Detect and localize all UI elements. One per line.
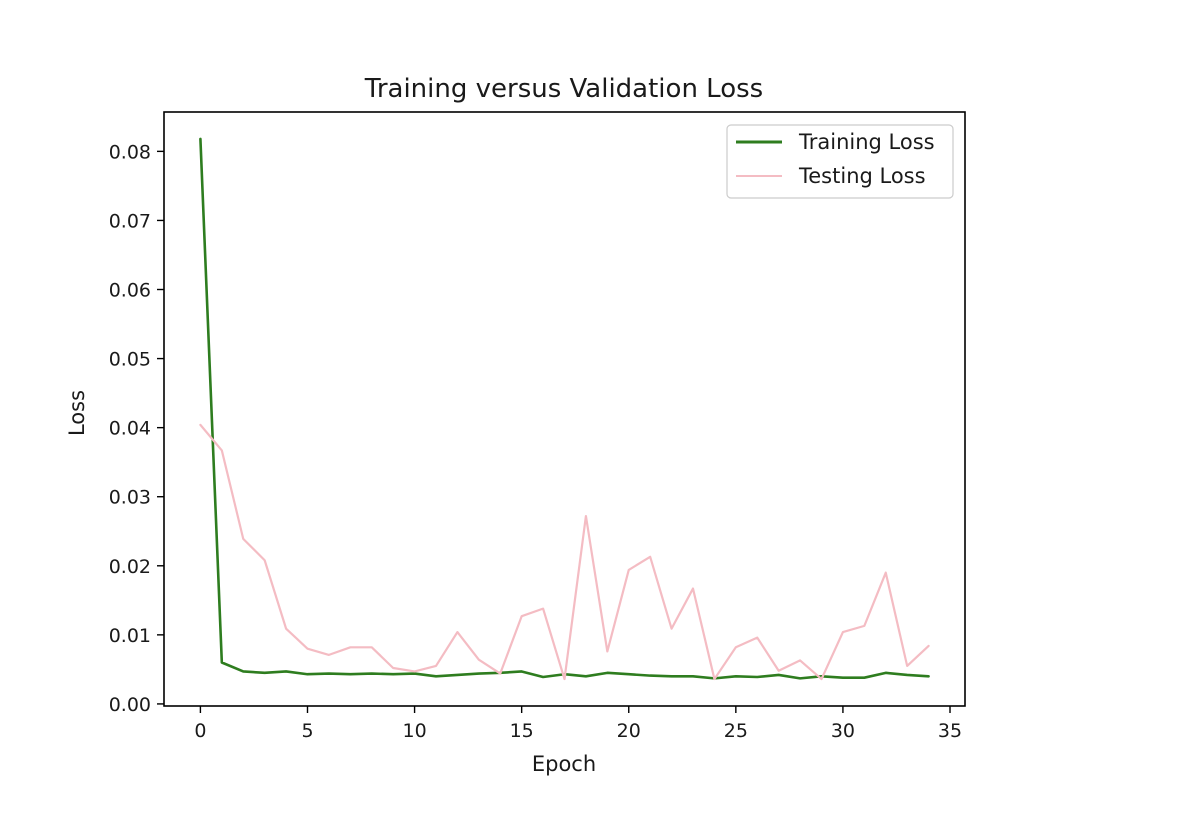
y-tick-label: 0.07 — [109, 210, 151, 232]
y-tick-label: 0.05 — [109, 349, 151, 371]
x-tick-label: 30 — [831, 720, 855, 742]
chart-title: Training versus Validation Loss — [364, 74, 763, 104]
y-tick-label: 0.04 — [109, 418, 151, 440]
legend-label-testing: Testing Loss — [798, 164, 926, 188]
y-tick-label: 0.01 — [109, 625, 151, 647]
y-tick-label: 0.02 — [109, 556, 151, 578]
x-axis-label: Epoch — [532, 752, 596, 776]
x-tick-label: 20 — [617, 720, 641, 742]
y-axis-label: Loss — [65, 390, 89, 436]
x-tick-label: 0 — [194, 720, 206, 742]
x-axis: 0 5 10 15 20 25 30 35 — [194, 706, 962, 742]
x-tick-label: 15 — [510, 720, 534, 742]
legend-box — [726, 124, 954, 199]
plot-frame — [163, 111, 966, 707]
x-tick-label: 10 — [402, 720, 426, 742]
x-tick-label: 5 — [301, 720, 313, 742]
series-line-testing-loss — [199, 423, 930, 681]
legend: Training Loss Testing Loss — [726, 124, 954, 199]
y-axis: 0.00 0.01 0.02 0.03 0.04 0.05 0.06 0.07 0.08 — [109, 141, 164, 716]
y-tick-label: 0.00 — [109, 694, 151, 716]
x-tick-label: 35 — [938, 720, 962, 742]
y-tick-label: 0.06 — [109, 280, 151, 302]
x-tick-label: 25 — [724, 720, 748, 742]
plot-area — [163, 111, 966, 707]
series-layer — [199, 137, 930, 681]
y-tick-label: 0.03 — [109, 487, 151, 509]
y-tick-label: 0.08 — [109, 141, 151, 163]
legend-label-training: Training Loss — [798, 130, 935, 154]
